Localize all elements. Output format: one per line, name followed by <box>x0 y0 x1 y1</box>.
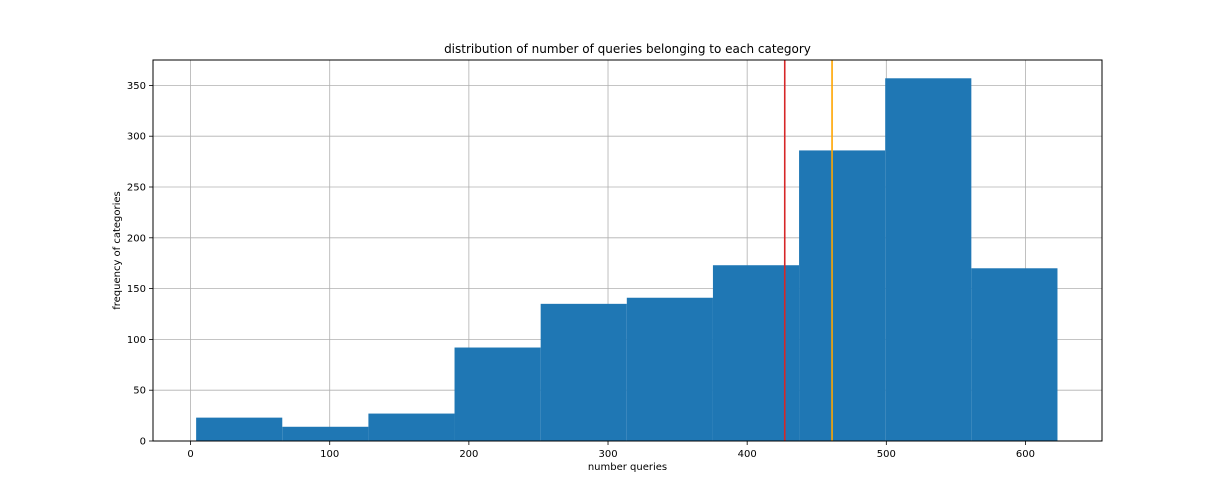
y-tick-label: 200 <box>127 233 146 244</box>
x-axis-title: number queries <box>588 462 667 473</box>
x-tick-label: 300 <box>598 449 617 460</box>
y-axis-ticks: 0 50 100 150 200 250 300 350 <box>127 81 153 448</box>
histogram-bar <box>196 417 283 441</box>
x-tick-label: 600 <box>1016 449 1035 460</box>
x-tick-label: 200 <box>459 449 478 460</box>
histogram-bar <box>626 297 713 441</box>
x-tick-label: 0 <box>187 449 193 460</box>
y-tick-label: 350 <box>127 81 146 92</box>
plot-frame <box>152 59 1103 442</box>
x-tick-label: 100 <box>320 449 339 460</box>
histogram-bar <box>454 347 541 441</box>
y-tick-label: 100 <box>127 335 146 346</box>
y-tick-label: 300 <box>127 132 146 143</box>
y-tick-label: 150 <box>127 284 146 295</box>
y-tick-label: 0 <box>140 437 146 448</box>
histogram-bar <box>799 150 886 441</box>
histogram-bar <box>282 426 369 441</box>
x-tick-label: 500 <box>877 449 896 460</box>
x-tick-label: 400 <box>738 449 757 460</box>
histogram-bar <box>540 303 627 441</box>
chart-title: distribution of number of queries belong… <box>444 42 811 56</box>
y-tick-label: 50 <box>133 386 146 397</box>
histogram-bar <box>971 268 1058 441</box>
x-axis-ticks: 0 100 200 300 400 500 600 <box>187 441 1035 460</box>
y-tick-label: 250 <box>127 183 146 194</box>
bars <box>196 78 1058 442</box>
histogram-bar <box>885 78 972 442</box>
reference-lines <box>783 60 833 441</box>
histogram-bar <box>712 265 800 441</box>
histogram-bar <box>368 413 455 441</box>
y-axis-title: frequency of categories <box>112 191 123 310</box>
